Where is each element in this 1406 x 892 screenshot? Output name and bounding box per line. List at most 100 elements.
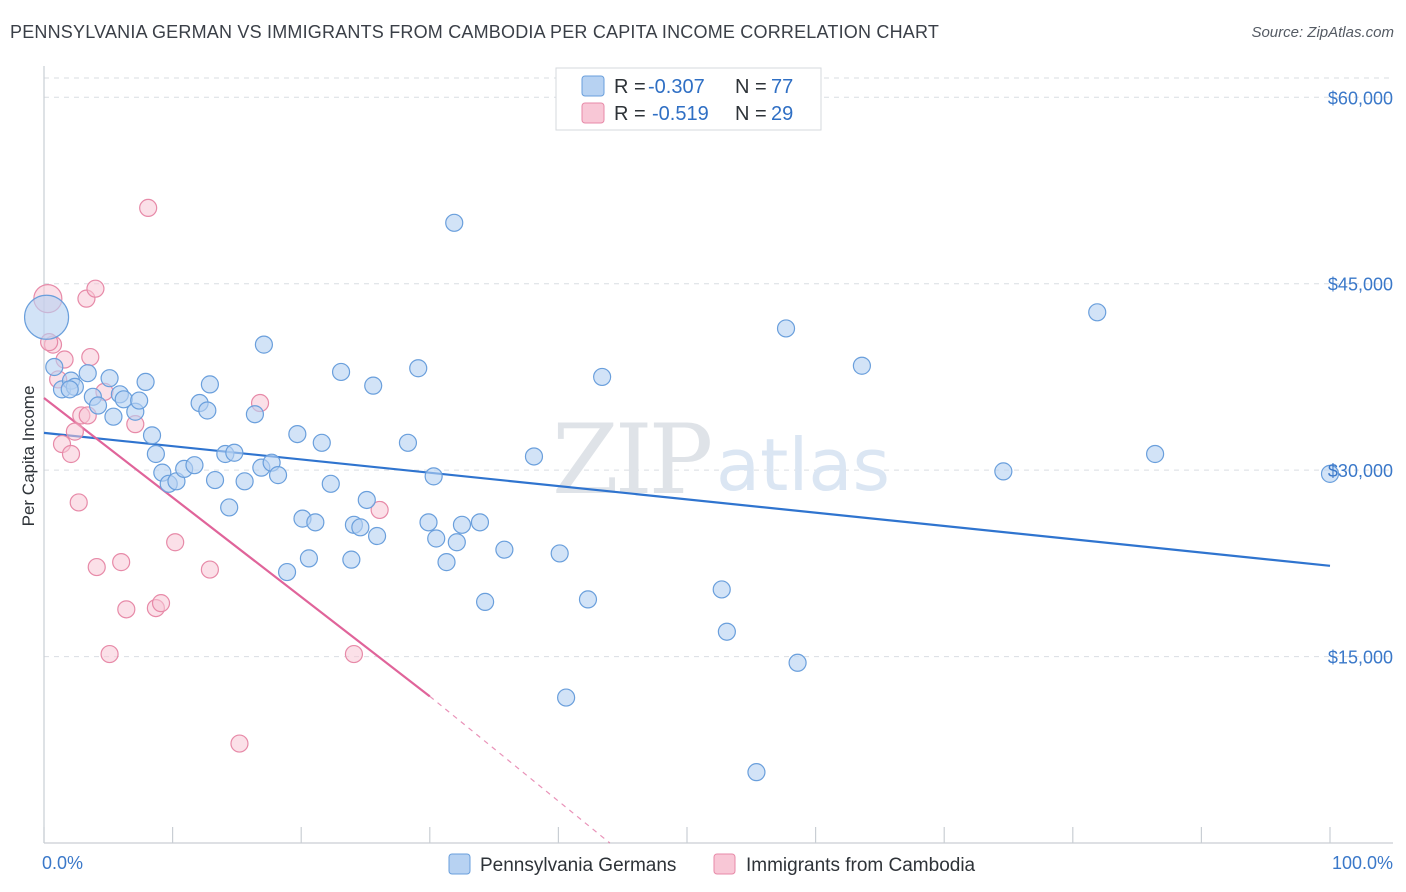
point-pennsylvania-germans bbox=[288, 425, 307, 444]
bottom-legend-swatch-pink bbox=[713, 853, 736, 875]
point-pennsylvania-germans bbox=[306, 513, 325, 532]
data-points bbox=[23, 198, 1340, 782]
y-tick-label: $45,000 bbox=[1328, 275, 1393, 295]
point-pennsylvania-germans bbox=[142, 426, 162, 445]
point-pennsylvania-germans bbox=[254, 335, 274, 354]
point-immigrants-cambodia bbox=[65, 422, 84, 441]
legend-swatch-blue bbox=[581, 75, 605, 97]
point-pennsylvania-germans bbox=[424, 467, 443, 486]
point-pennsylvania-germans bbox=[220, 498, 239, 517]
watermark-atlas: atlas bbox=[716, 423, 890, 507]
trend-line-extension-cambodia bbox=[429, 695, 611, 844]
x-tick-min: 0.0% bbox=[42, 853, 83, 873]
point-pennsylvania-germans bbox=[88, 396, 108, 415]
point-pennsylvania-germans bbox=[447, 533, 466, 552]
point-pennsylvania-germans bbox=[1146, 444, 1165, 464]
point-pennsylvania-germans bbox=[277, 562, 297, 582]
point-pennsylvania-germans bbox=[331, 362, 351, 382]
point-pennsylvania-germans bbox=[427, 529, 446, 548]
point-pennsylvania-germans bbox=[45, 357, 64, 377]
point-pennsylvania-germans bbox=[200, 375, 219, 394]
point-pennsylvania-germans bbox=[495, 540, 514, 559]
point-pennsylvania-germans bbox=[100, 369, 119, 388]
point-pennsylvania-germans bbox=[225, 443, 244, 462]
point-pennsylvania-germans bbox=[747, 763, 766, 782]
point-pennsylvania-germans bbox=[60, 380, 79, 399]
point-immigrants-cambodia bbox=[344, 644, 364, 664]
point-pennsylvania-germans bbox=[205, 470, 225, 490]
point-pennsylvania-germans bbox=[312, 433, 331, 452]
point-pennsylvania-germans bbox=[788, 653, 807, 672]
point-pennsylvania-germans bbox=[578, 590, 598, 609]
point-pennsylvania-germans bbox=[104, 407, 123, 426]
point-pennsylvania-germans bbox=[357, 490, 376, 510]
legend-n-value-2: 29 bbox=[771, 103, 793, 125]
point-pennsylvania-germans bbox=[321, 474, 340, 493]
point-immigrants-cambodia bbox=[61, 444, 81, 464]
point-pennsylvania-germans bbox=[524, 447, 544, 466]
point-pennsylvania-germans bbox=[364, 376, 383, 395]
trend-line-immigrants-cambodia bbox=[43, 397, 431, 698]
point-pennsylvania-germans bbox=[419, 513, 438, 532]
y-tick-label: $15,000 bbox=[1328, 648, 1393, 668]
point-pennsylvania-germans bbox=[136, 372, 155, 391]
point-pennsylvania-germans bbox=[409, 359, 428, 378]
point-pennsylvania-germans bbox=[398, 433, 418, 452]
bottom-legend-label-blue: Pennsylvania Germans bbox=[480, 855, 676, 876]
point-pennsylvania-germans bbox=[452, 515, 472, 534]
point-pennsylvania-germans bbox=[351, 518, 370, 537]
chart-title: PENNSYLVANIA GERMAN VS IMMIGRANTS FROM C… bbox=[10, 22, 940, 42]
series-legend: Pennsylvania Germans Immigrants from Cam… bbox=[448, 853, 976, 876]
point-pennsylvania-germans bbox=[130, 391, 149, 410]
correlation-legend: R = -0.307 N = 77 R = -0.519 N = 29 bbox=[555, 67, 822, 131]
point-immigrants-cambodia bbox=[370, 500, 389, 520]
y-tick-labels: $15,000 $30,000 $45,000 $60,000 bbox=[1328, 88, 1393, 667]
y-tick-label: $60,000 bbox=[1328, 88, 1393, 108]
point-pennsylvania-germans bbox=[78, 364, 97, 383]
point-pennsylvania-germans bbox=[437, 553, 456, 572]
point-pennsylvania-germans bbox=[557, 688, 576, 707]
point-immigrants-cambodia bbox=[86, 279, 105, 298]
watermark-zip: ZIP bbox=[552, 404, 711, 516]
point-pennsylvania-germans bbox=[712, 580, 731, 599]
point-pennsylvania-germans bbox=[994, 462, 1013, 481]
gridlines bbox=[44, 77, 1393, 658]
point-pennsylvania-germans bbox=[445, 213, 464, 232]
point-pennsylvania-germans bbox=[852, 356, 871, 375]
point-immigrants-cambodia bbox=[87, 557, 106, 577]
point-immigrants-cambodia bbox=[151, 594, 171, 613]
legend-r-value-2: -0.519 bbox=[652, 103, 709, 125]
legend-n-value-1: 77 bbox=[771, 76, 793, 98]
point-pennsylvania-germans bbox=[475, 592, 495, 611]
point-pennsylvania-germans bbox=[367, 526, 387, 546]
point-pennsylvania-germans bbox=[268, 466, 288, 485]
trend-lines bbox=[43, 397, 1331, 844]
point-pennsylvania-germans bbox=[342, 550, 361, 569]
source-credit: Source: ZipAtlas.com bbox=[1251, 24, 1394, 41]
legend-r-value-1: -0.307 bbox=[648, 76, 705, 98]
trend-line-pennsylvania-germans bbox=[43, 431, 1331, 567]
point-pennsylvania-germans bbox=[1320, 464, 1340, 483]
point-immigrants-cambodia bbox=[230, 734, 249, 753]
y-tick-label: $30,000 bbox=[1328, 461, 1393, 481]
point-immigrants-cambodia bbox=[69, 493, 88, 512]
bottom-legend-label-pink: Immigrants from Cambodia bbox=[746, 855, 976, 876]
point-pennsylvania-germans bbox=[235, 472, 254, 491]
point-immigrants-cambodia bbox=[112, 553, 131, 572]
y-axis-label: Per Capita Income bbox=[19, 386, 38, 527]
point-pennsylvania-germans bbox=[550, 544, 569, 563]
legend-n-label-1: N = bbox=[735, 76, 767, 98]
x-tick-max: 100.0% bbox=[1332, 853, 1393, 873]
point-immigrants-cambodia bbox=[100, 644, 119, 664]
point-immigrants-cambodia bbox=[81, 347, 100, 367]
legend-swatch-pink bbox=[581, 102, 605, 124]
point-pennsylvania-germans bbox=[23, 294, 70, 340]
watermark: ZIP atlas bbox=[552, 404, 890, 516]
legend-n-label-2: N = bbox=[735, 103, 767, 125]
point-pennsylvania-germans bbox=[299, 549, 319, 568]
point-pennsylvania-germans bbox=[245, 405, 265, 424]
point-pennsylvania-germans bbox=[185, 456, 204, 475]
point-pennsylvania-germans bbox=[593, 367, 612, 387]
axes bbox=[43, 66, 1393, 844]
